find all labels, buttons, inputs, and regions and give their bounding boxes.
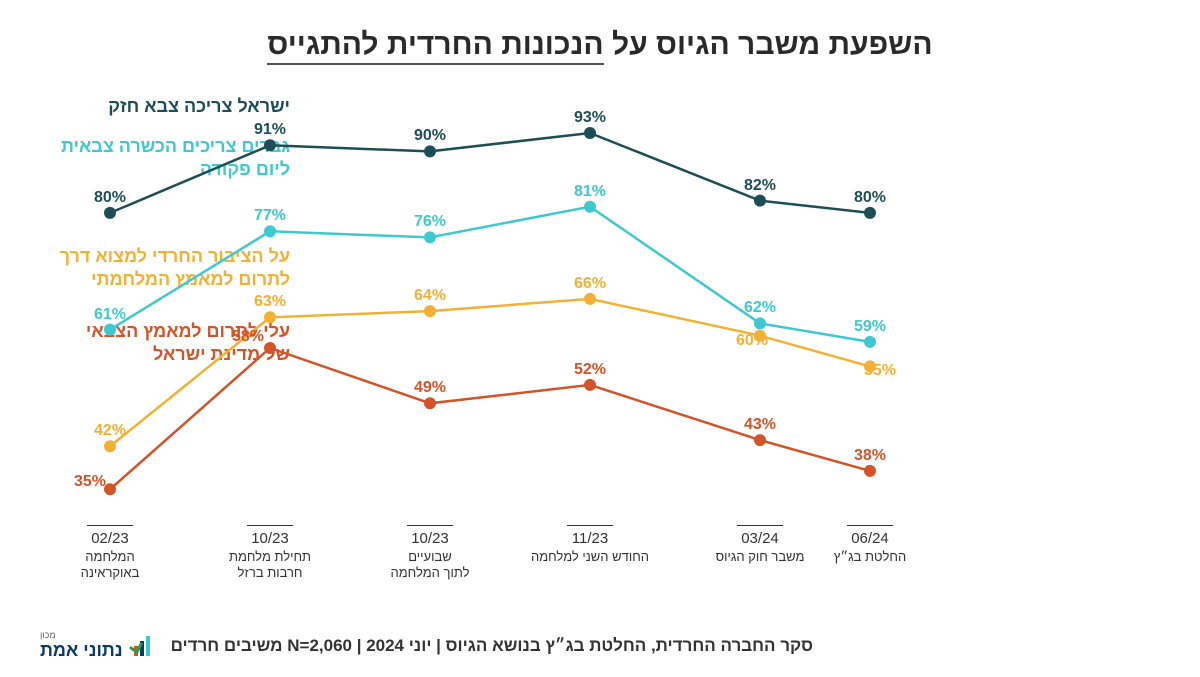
x-tick-event: שבועייםלתוך המלחמה (360, 549, 500, 580)
line-chart (40, 90, 910, 520)
logo: מכון נתוני אמת (40, 630, 157, 661)
data-point (754, 434, 766, 446)
x-tick-date: 10/23 (247, 525, 293, 547)
x-tick-event: תחילת מלחמתחרבות ברזל (200, 549, 340, 580)
data-point (864, 465, 876, 477)
data-point (584, 379, 596, 391)
x-tick-event: החלטת בג״ץ (800, 549, 940, 565)
data-point (424, 231, 436, 243)
data-point (424, 305, 436, 317)
data-point (584, 127, 596, 139)
data-point (424, 145, 436, 157)
data-point (864, 336, 876, 348)
data-point (264, 225, 276, 237)
x-tick: 10/23שבועייםלתוך המלחמה (360, 525, 500, 580)
data-point (864, 207, 876, 219)
x-axis: 02/23המלחמהבאוקראינה10/23תחילת מלחמתחרבו… (40, 525, 910, 605)
data-point (104, 324, 116, 336)
title-pre: השפעת משבר הגיוס על (604, 28, 933, 61)
x-tick-date: 10/23 (407, 525, 453, 547)
title-underline: הנכונות החרדית להתגייס (267, 28, 603, 65)
x-tick: 02/23המלחמהבאוקראינה (40, 525, 180, 580)
x-tick-date: 02/23 (87, 525, 133, 547)
data-point (104, 483, 116, 495)
data-point (584, 201, 596, 213)
data-point (754, 195, 766, 207)
x-tick: 10/23תחילת מלחמתחרבות ברזל (200, 525, 340, 580)
x-tick: 06/24 החלטת בג״ץ (800, 525, 940, 565)
x-tick: 11/23 החודש השני למלחמה (520, 525, 660, 565)
x-tick-date: 06/24 (847, 525, 893, 547)
data-point (264, 342, 276, 354)
logo-icon (129, 632, 157, 660)
chart-area: ישראל צריכה צבא חזקגברים צריכים הכשרה צב… (40, 90, 1160, 607)
chart-title: השפעת משבר הגיוס על הנכונות החרדית להתגי… (0, 0, 1200, 65)
x-tick-date: 03/24 (737, 525, 783, 547)
data-point (104, 440, 116, 452)
x-tick-event: המלחמהבאוקראינה (40, 549, 180, 580)
data-point (754, 317, 766, 329)
series-line (110, 348, 870, 489)
data-point (424, 397, 436, 409)
data-point (584, 293, 596, 305)
data-point (864, 360, 876, 372)
x-tick-date: 11/23 (567, 525, 613, 547)
data-point (264, 139, 276, 151)
data-point (264, 311, 276, 323)
logo-text: נתוני אמת (40, 640, 123, 660)
data-point (104, 207, 116, 219)
footer: מכון נתוני אמת סקר החברה החרדית, החלטת ב… (40, 630, 1160, 661)
logo-subtitle: מכון (40, 630, 123, 640)
footer-text: סקר החברה החרדית, החלטת בג״ץ בנושא הגיוס… (171, 636, 813, 656)
x-tick-event: החודש השני למלחמה (520, 549, 660, 565)
data-point (754, 330, 766, 342)
